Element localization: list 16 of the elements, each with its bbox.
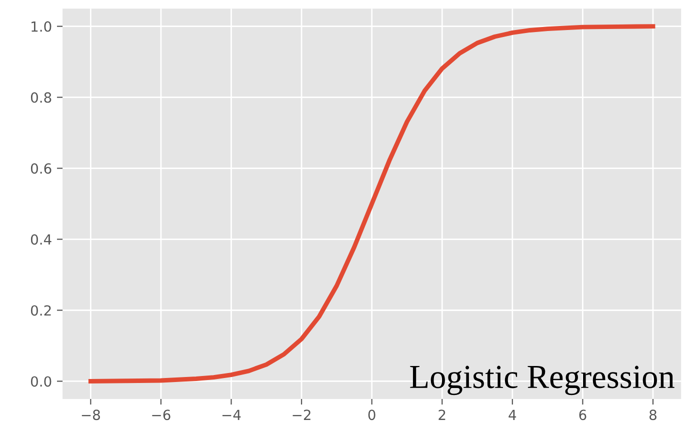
x-tick-label: −8 — [82, 410, 100, 420]
y-tick-label: 0.2 — [30, 305, 51, 316]
x-tick-label: 4 — [508, 410, 516, 420]
y-tick-label: 1.0 — [32, 21, 52, 32]
x-tick-label: 0 — [368, 410, 376, 420]
y-tick-label: 0.4 — [30, 234, 52, 245]
x-tick-label: 2 — [438, 410, 446, 420]
x-tick-label: −4 — [222, 410, 241, 420]
x-tick-label: −6 — [152, 410, 170, 420]
x-tick-label: 6 — [579, 410, 586, 420]
y-tick-label: 0.8 — [30, 92, 52, 103]
x-tick-label: −2 — [292, 410, 310, 420]
y-tick-label: 0.6 — [30, 163, 52, 174]
x-tick-label: 8 — [650, 410, 656, 420]
y-tick-label: 0.0 — [30, 376, 52, 387]
annotation: Logistic Regression — [410, 366, 674, 396]
